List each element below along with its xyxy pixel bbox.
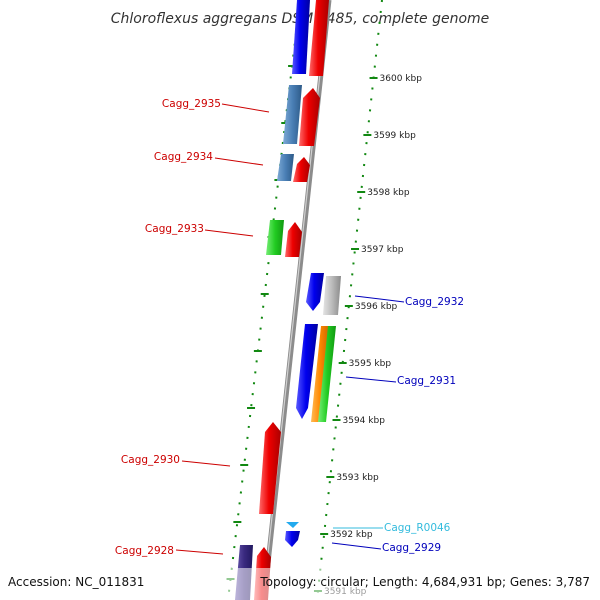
gene-cagg-2929[interactable] xyxy=(285,531,300,547)
topology-text: Topology: circular; Length: 4,684,931 bp… xyxy=(259,575,590,589)
gene-label-cagg-2928[interactable]: Cagg_2928 xyxy=(115,545,174,557)
accession-text: Accession: NC_011831 xyxy=(8,575,144,589)
gene-label-cagg-2931[interactable]: Cagg_2931 xyxy=(397,375,456,387)
gene-cagg-2934[interactable] xyxy=(277,154,294,181)
gene-cagg-2932[interactable] xyxy=(323,276,341,315)
gene-label-cagg-r0046[interactable]: Cagg_R0046 xyxy=(384,522,451,534)
gene-cagg-2930[interactable] xyxy=(259,422,281,514)
gene-label-cagg-2932[interactable]: Cagg_2932 xyxy=(405,296,464,308)
scale-label: 3592 kbp xyxy=(330,530,373,540)
gene-label-cagg-2929[interactable]: Cagg_2929 xyxy=(382,542,441,554)
scale-label: 3599 kbp xyxy=(373,131,416,141)
footer-band xyxy=(0,568,600,600)
gene-arrow-blue[interactable] xyxy=(292,0,310,74)
gene-cagg-2935[interactable] xyxy=(283,85,302,144)
gene-arrow-blue[interactable] xyxy=(306,273,324,311)
gene-arrow-blue[interactable] xyxy=(296,324,318,419)
gene-cagg-2933[interactable] xyxy=(266,220,284,255)
gene-label-cagg-2934[interactable]: Cagg_2934 xyxy=(154,151,213,163)
gene-features xyxy=(235,0,341,600)
scale-label: 3598 kbp xyxy=(367,188,410,198)
gene-label-cagg-2935[interactable]: Cagg_2935 xyxy=(162,98,221,110)
gene-label-cagg-2933[interactable]: Cagg_2933 xyxy=(145,223,204,235)
scale-label: 3597 kbp xyxy=(361,245,404,255)
gene-arrow-orange[interactable] xyxy=(311,326,329,422)
gene-arrow-red[interactable] xyxy=(299,88,320,146)
gene-cagg-2931[interactable] xyxy=(318,326,336,422)
gene-arrow-red[interactable] xyxy=(309,0,329,76)
gene-label-cagg-2930[interactable]: Cagg_2930 xyxy=(121,454,180,466)
label-leader-lines xyxy=(175,103,405,555)
scale-label: 3594 kbp xyxy=(343,416,386,426)
scale-label: 3600 kbp xyxy=(380,74,423,84)
right-dotted-ruler xyxy=(316,0,383,600)
gene-arrow-red[interactable] xyxy=(293,157,310,182)
scale-label: 3593 kbp xyxy=(336,473,379,483)
gene-cagg-r0046[interactable] xyxy=(286,522,299,528)
scale-label: 3596 kbp xyxy=(355,302,398,312)
gene-arrow-red[interactable] xyxy=(285,222,302,257)
scale-label: 3595 kbp xyxy=(349,359,392,369)
